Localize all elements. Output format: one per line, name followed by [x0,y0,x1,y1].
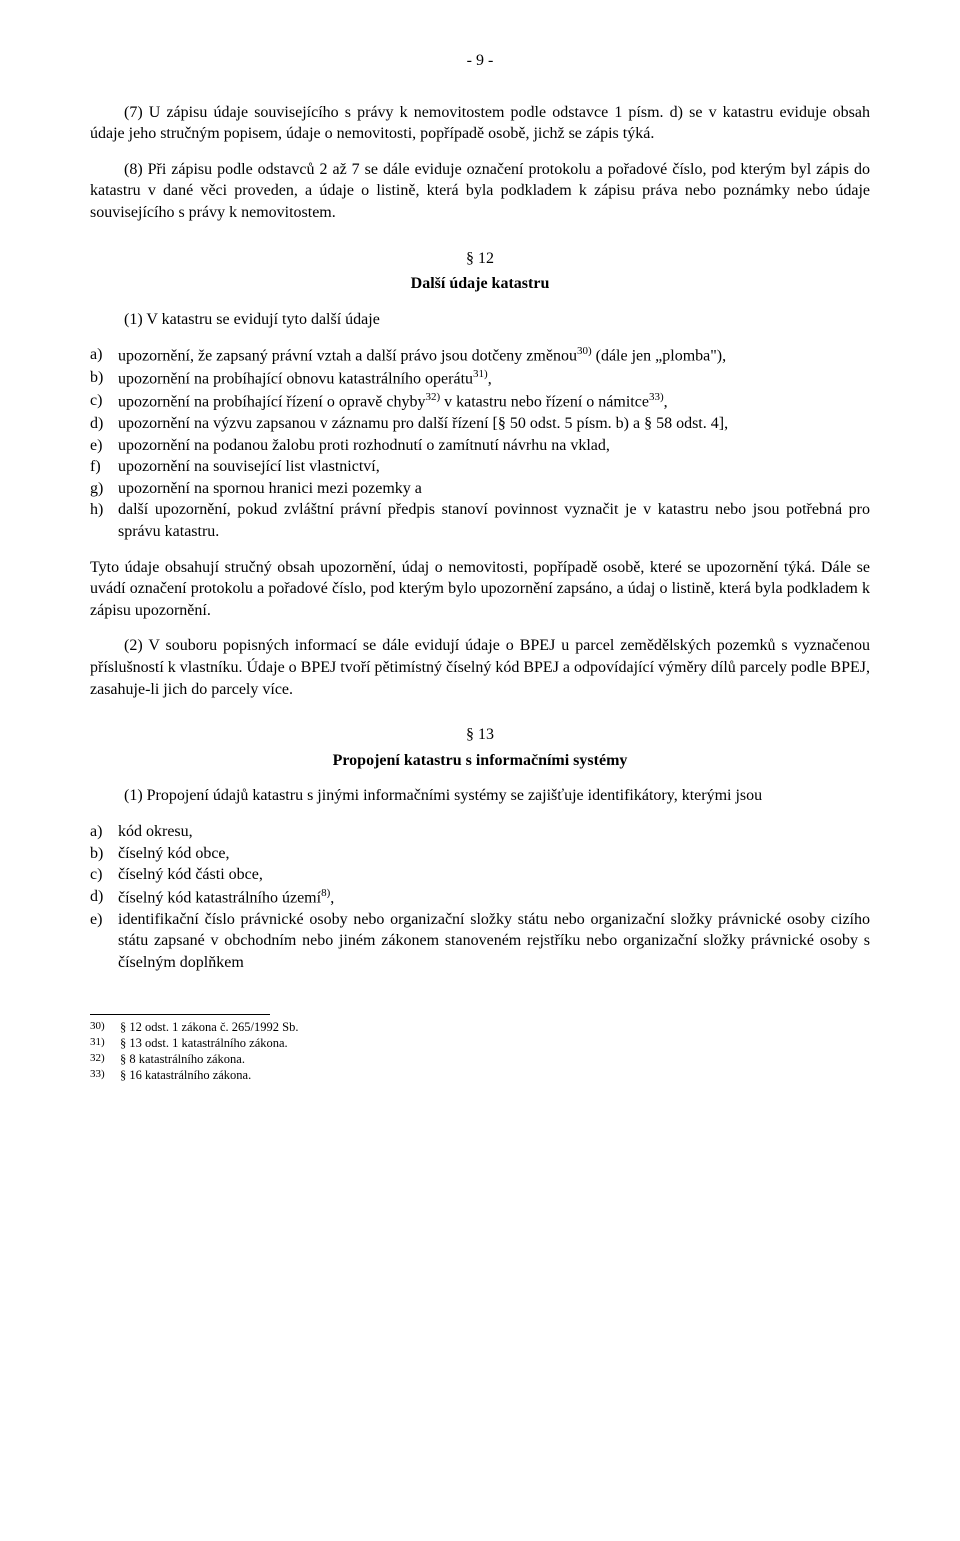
section-12-para2: (2) V souboru popisných informací se dál… [90,635,870,700]
list-text: upozornění na spornou hranici mezi pozem… [118,478,870,500]
list-item: d) upozornění na výzvu zapsanou v záznam… [90,413,870,435]
footnote: 32) § 8 katastrálního zákona. [90,1051,870,1067]
footnote-text: § 8 katastrálního zákona. [120,1051,870,1067]
list-text: upozornění na probíhající obnovu katastr… [118,367,870,390]
list-item: c) upozornění na probíhající řízení o op… [90,390,870,413]
section-12-title: Další údaje katastru [90,273,870,295]
page-number: - 9 - [90,50,870,72]
footnote-number: 30) [90,1019,120,1035]
list-marker: a) [90,344,118,367]
list-marker: e) [90,909,118,974]
list-item: e) upozornění na podanou žalobu proti ro… [90,435,870,457]
list-item: h) další upozornění, pokud zvláštní práv… [90,499,870,542]
paragraph-8: (8) Při zápisu podle odstavců 2 až 7 se … [90,159,870,224]
footnote-ref: 32) [425,391,440,403]
list-marker: f) [90,456,118,478]
list-item: a) upozornění, že zapsaný právní vztah a… [90,344,870,367]
footnote: 30) § 12 odst. 1 zákona č. 265/1992 Sb. [90,1019,870,1035]
footnote-number: 31) [90,1035,120,1051]
page: - 9 - (7) U zápisu údaje souvisejícího s… [0,0,960,1124]
list-marker: h) [90,499,118,542]
section-13-list: a) kód okresu, b) číselný kód obce, c) č… [90,821,870,973]
footnote-number: 33) [90,1067,120,1083]
section-13-number: § 13 [90,724,870,746]
list-marker: e) [90,435,118,457]
footnote: 31) § 13 odst. 1 katastrálního zákona. [90,1035,870,1051]
footnote: 33) § 16 katastrálního zákona. [90,1067,870,1083]
footnote-ref: 30) [577,345,592,357]
list-item: c) číselný kód části obce, [90,864,870,886]
list-item: d) číselný kód katastrálního území8), [90,886,870,909]
section-12-tail: Tyto údaje obsahují stručný obsah upozor… [90,557,870,622]
list-text: upozornění na výzvu zapsanou v záznamu p… [118,413,870,435]
list-text: upozornění, že zapsaný právní vztah a da… [118,344,870,367]
list-text: upozornění na související list vlastnict… [118,456,870,478]
list-text: číselný kód části obce, [118,864,870,886]
list-item: f) upozornění na související list vlastn… [90,456,870,478]
section-12-intro: (1) V katastru se evidují tyto další úda… [90,309,870,331]
list-marker: c) [90,864,118,886]
list-marker: g) [90,478,118,500]
list-marker: c) [90,390,118,413]
list-text: další upozornění, pokud zvláštní právní … [118,499,870,542]
list-marker: b) [90,843,118,865]
footnote-separator [90,1014,270,1015]
list-text: upozornění na probíhající řízení o oprav… [118,390,870,413]
list-item: b) upozornění na probíhající obnovu kata… [90,367,870,390]
list-marker: b) [90,367,118,390]
list-item: b) číselný kód obce, [90,843,870,865]
list-text: číselný kód katastrálního území8), [118,886,870,909]
list-item: g) upozornění na spornou hranici mezi po… [90,478,870,500]
footnote-ref: 8) [321,887,330,899]
footnote-number: 32) [90,1051,120,1067]
section-12-list: a) upozornění, že zapsaný právní vztah a… [90,344,870,542]
footnotes: 30) § 12 odst. 1 zákona č. 265/1992 Sb. … [90,1019,870,1084]
section-13-intro: (1) Propojení údajů katastru s jinými in… [90,785,870,807]
footnote-text: § 12 odst. 1 zákona č. 265/1992 Sb. [120,1019,870,1035]
list-item: a) kód okresu, [90,821,870,843]
list-text: kód okresu, [118,821,870,843]
list-text: upozornění na podanou žalobu proti rozho… [118,435,870,457]
section-13-title: Propojení katastru s informačními systém… [90,750,870,772]
footnote-text: § 16 katastrálního zákona. [120,1067,870,1083]
footnote-ref: 33) [649,391,664,403]
list-marker: a) [90,821,118,843]
list-marker: d) [90,413,118,435]
list-text: číselný kód obce, [118,843,870,865]
section-12-number: § 12 [90,248,870,270]
footnote-ref: 31) [473,368,488,380]
list-marker: d) [90,886,118,909]
paragraph-7: (7) U zápisu údaje souvisejícího s právy… [90,102,870,145]
footnote-text: § 13 odst. 1 katastrálního zákona. [120,1035,870,1051]
list-item: e) identifikační číslo právnické osoby n… [90,909,870,974]
list-text: identifikační číslo právnické osoby nebo… [118,909,870,974]
